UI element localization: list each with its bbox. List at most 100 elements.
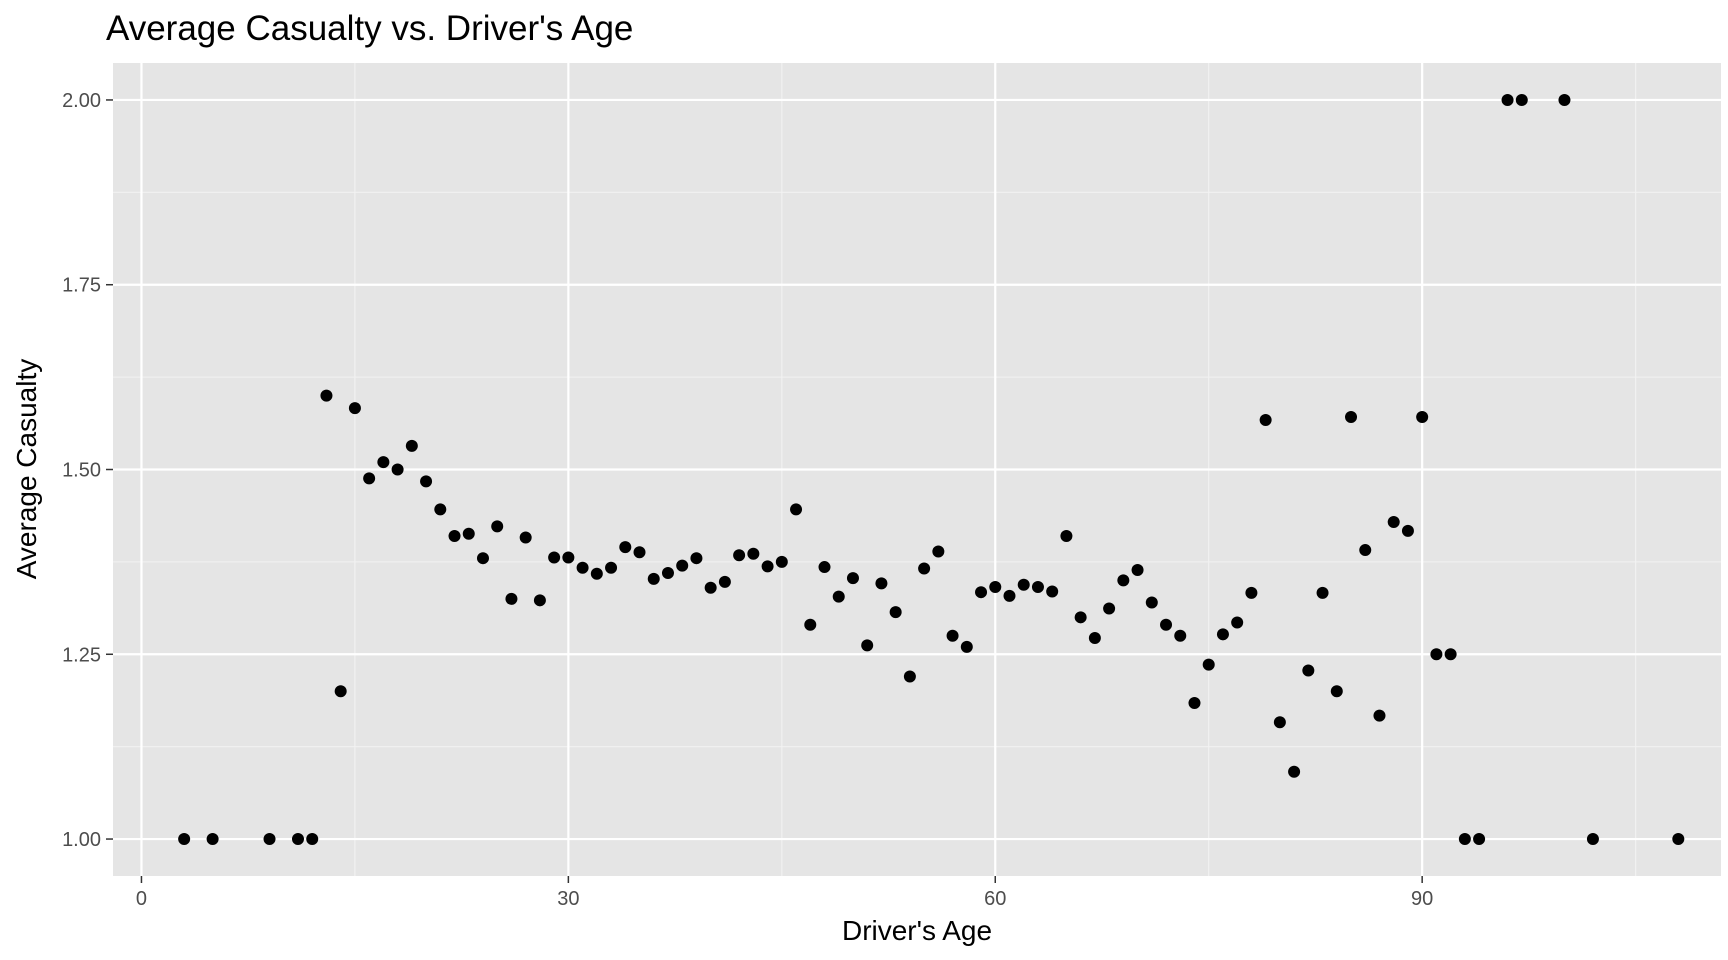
data-point [1216, 628, 1229, 641]
data-point [420, 475, 433, 488]
data-point [448, 530, 461, 543]
x-axis-ticks: 0 30 60 90 [136, 876, 1433, 910]
data-point [775, 555, 788, 568]
data-point [1031, 581, 1044, 594]
data-point [1473, 833, 1486, 846]
data-point [1302, 664, 1315, 677]
data-point [1672, 833, 1685, 846]
data-point [832, 590, 845, 603]
data-point [320, 389, 333, 402]
data-point [818, 561, 831, 574]
y-tick-label: 1.00 [62, 829, 101, 851]
data-point [291, 833, 304, 846]
data-point [619, 541, 632, 554]
data-point [334, 685, 347, 698]
data-point [989, 581, 1002, 594]
data-point [790, 503, 803, 516]
data-point [178, 833, 191, 846]
y-axis-label: Average Casualty [11, 359, 42, 580]
data-point [676, 559, 689, 572]
data-point [605, 561, 618, 574]
x-tick-label: 60 [984, 888, 1006, 910]
data-point [975, 586, 988, 599]
data-point [1288, 765, 1301, 778]
data-point [1202, 658, 1215, 671]
data-point [1444, 648, 1457, 661]
data-point [533, 594, 546, 607]
data-point [348, 402, 361, 415]
data-point [1117, 574, 1130, 587]
data-point [562, 551, 575, 564]
data-point [1003, 589, 1016, 602]
data-point [1088, 632, 1101, 645]
data-point [1345, 411, 1358, 424]
data-points [178, 93, 1685, 846]
data-point [704, 581, 717, 594]
x-tick-label: 90 [1411, 888, 1433, 910]
data-point [960, 640, 973, 653]
data-point [391, 463, 404, 476]
data-point [590, 567, 603, 580]
y-tick-label: 1.75 [62, 275, 101, 297]
data-point [747, 547, 760, 560]
data-point [476, 552, 489, 565]
data-point [1060, 530, 1073, 543]
data-point [377, 456, 390, 469]
data-point [363, 472, 376, 485]
y-axis-ticks: 1.00 1.25 1.50 1.75 2.00 [62, 90, 113, 851]
data-point [1245, 586, 1258, 599]
data-point [903, 670, 916, 683]
data-point [1131, 564, 1144, 577]
data-point [462, 527, 475, 540]
data-point [861, 639, 874, 652]
data-point [1416, 411, 1429, 424]
data-point [263, 833, 276, 846]
data-point [206, 833, 219, 846]
data-point [1231, 616, 1244, 629]
data-point [1188, 697, 1201, 710]
data-point [1046, 585, 1059, 598]
data-point [505, 592, 518, 605]
data-point [918, 562, 931, 575]
data-point [1174, 629, 1187, 642]
data-point [1401, 524, 1414, 537]
x-tick-label: 0 [136, 888, 147, 910]
data-point [946, 629, 959, 642]
data-point [1586, 833, 1599, 846]
data-point [1316, 586, 1329, 599]
data-point [633, 546, 646, 559]
data-point [548, 551, 561, 564]
data-point [1160, 618, 1173, 631]
major-gridlines [113, 63, 1721, 876]
data-point [1387, 515, 1400, 528]
data-point [1330, 685, 1343, 698]
data-point [434, 503, 447, 516]
data-point [733, 549, 746, 562]
x-tick-label: 30 [557, 888, 579, 910]
data-point [1074, 611, 1087, 624]
data-point [875, 577, 888, 590]
data-point [1273, 716, 1286, 729]
data-point [761, 560, 774, 573]
y-tick-label: 1.50 [62, 460, 101, 482]
x-axis-label: Driver's Age [842, 915, 992, 946]
data-point [932, 545, 945, 558]
data-point [576, 561, 589, 574]
data-point [1017, 578, 1030, 591]
data-point [1359, 544, 1372, 557]
data-point [405, 439, 418, 452]
data-point [1501, 93, 1514, 106]
y-tick-label: 2.00 [62, 90, 101, 112]
chart-title: Average Casualty vs. Driver's Age [106, 9, 633, 48]
data-point [647, 572, 660, 585]
data-point [491, 520, 504, 533]
data-point [1103, 602, 1116, 615]
data-point [519, 531, 532, 544]
data-point [889, 606, 902, 619]
data-point [804, 618, 817, 631]
data-point [661, 566, 674, 579]
data-point [1458, 833, 1471, 846]
data-point [306, 833, 319, 846]
